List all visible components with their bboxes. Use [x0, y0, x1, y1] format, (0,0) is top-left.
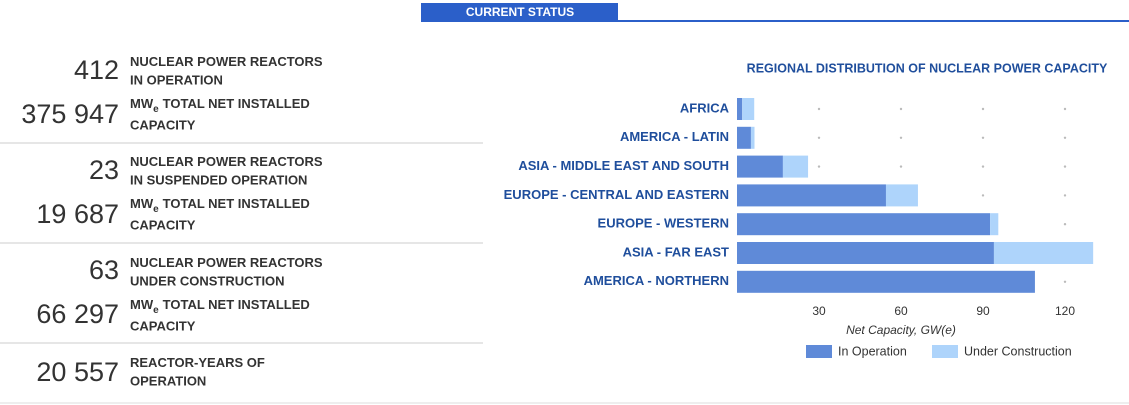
- category-label: ASIA - MIDDLE EAST AND SOUTH: [518, 158, 729, 173]
- stat-label-line: NUCLEAR POWER REACTORS: [130, 54, 323, 69]
- stat-value: 23: [89, 155, 119, 185]
- header-title: CURRENT STATUS: [466, 5, 574, 19]
- stat-unit-sub: e: [153, 204, 159, 215]
- bar-segment: [742, 98, 755, 120]
- chart-title: REGIONAL DISTRIBUTION OF NUCLEAR POWER C…: [747, 61, 1108, 75]
- stat-label-line: CAPACITY: [130, 318, 196, 333]
- stat-value: 412: [74, 55, 119, 85]
- stat-unit-sub: e: [153, 305, 159, 316]
- legend-swatch: [932, 345, 958, 358]
- stat-value: 375 947: [21, 99, 119, 129]
- bar-segment: [782, 155, 809, 178]
- bar-segment: [993, 242, 1094, 264]
- bar-segment: [737, 98, 743, 120]
- stat-label-line: NUCLEAR POWER REACTORS: [130, 154, 323, 169]
- category-label: EUROPE - WESTERN: [598, 216, 729, 231]
- stat-label: REACTOR-YEARS OF: [130, 355, 265, 370]
- x-tick-label: 90: [976, 304, 990, 318]
- bar-segment: [737, 155, 783, 178]
- stat-unit: MW: [130, 96, 154, 111]
- x-tick-label: 120: [1055, 304, 1075, 318]
- header-tab: [421, 3, 618, 21]
- stat-label-line: TOTAL NET INSTALLED: [163, 196, 310, 211]
- stat-label-line: CAPACITY: [130, 117, 196, 132]
- category-label: AMERICA - NORTHERN: [584, 273, 729, 288]
- stat-label: NUCLEAR POWER REACTORS: [130, 154, 323, 169]
- stat-label-line: CAPACITY: [130, 217, 196, 232]
- category-label: AFRICA: [680, 100, 730, 115]
- grid-dot: [899, 136, 903, 139]
- stat-label-line: OPERATION: [130, 373, 206, 388]
- category-label: AMERICA - LATIN: [620, 129, 729, 144]
- grid-dot: [817, 136, 821, 139]
- stat-label-line: REACTOR-YEARS OF: [130, 355, 265, 370]
- bar-segment: [737, 184, 886, 207]
- grid-dot: [981, 136, 985, 139]
- grid-dot: [899, 107, 903, 111]
- stat-label: MWe TOTAL NET INSTALLED: [130, 196, 310, 214]
- grid-dot: [1063, 136, 1067, 139]
- grid-dot: [981, 107, 985, 111]
- stat-label-line: TOTAL NET INSTALLED: [163, 297, 310, 312]
- x-axis-title: Net Capacity, GW(e): [846, 323, 956, 337]
- stat-value: 66 297: [36, 299, 119, 329]
- category-label: ASIA - FAR EAST: [623, 244, 729, 259]
- stat-label-line: TOTAL NET INSTALLED: [163, 96, 310, 111]
- stat-value: 19 687: [36, 199, 119, 229]
- bar-segment: [885, 184, 918, 207]
- stat-label-line: NUCLEAR POWER REACTORS: [130, 255, 323, 270]
- grid-dot: [981, 165, 985, 168]
- stat-label-line: IN OPERATION: [130, 72, 223, 87]
- stat-label: NUCLEAR POWER REACTORS: [130, 54, 323, 69]
- stat-label-line: UNDER CONSTRUCTION: [130, 273, 285, 288]
- bar-segment: [737, 242, 994, 264]
- grid-dot: [1063, 280, 1067, 283]
- grid-dot: [1063, 107, 1067, 111]
- stat-label: MWe TOTAL NET INSTALLED: [130, 297, 310, 315]
- stat-unit: MW: [130, 297, 154, 312]
- bar-segment: [990, 213, 999, 236]
- grid-dot: [981, 194, 985, 197]
- grid-dot: [1063, 194, 1067, 197]
- stat-unit: MW: [130, 196, 154, 211]
- grid-dot: [817, 165, 821, 168]
- x-tick-label: 30: [812, 304, 826, 318]
- stat-label: MWe TOTAL NET INSTALLED: [130, 96, 310, 114]
- category-label: EUROPE - CENTRAL AND EASTERN: [504, 187, 729, 202]
- stat-value: 20 557: [36, 357, 119, 387]
- legend-label: Under Construction: [964, 344, 1072, 358]
- grid-dot: [1063, 223, 1067, 226]
- stat-unit-sub: e: [153, 104, 159, 115]
- bar-segment: [750, 126, 755, 149]
- stat-label-line: IN SUSPENDED OPERATION: [130, 172, 307, 187]
- stat-value: 63: [89, 255, 119, 285]
- x-tick-label: 60: [894, 304, 908, 318]
- bar-segment: [737, 126, 751, 149]
- grid-dot: [1063, 165, 1067, 168]
- legend-swatch: [806, 345, 832, 358]
- grid-dot: [817, 107, 821, 111]
- bar-segment: [737, 213, 991, 236]
- bar-segment: [737, 270, 1035, 293]
- legend-label: In Operation: [838, 344, 907, 358]
- stat-label: NUCLEAR POWER REACTORS: [130, 255, 323, 270]
- grid-dot: [899, 165, 903, 168]
